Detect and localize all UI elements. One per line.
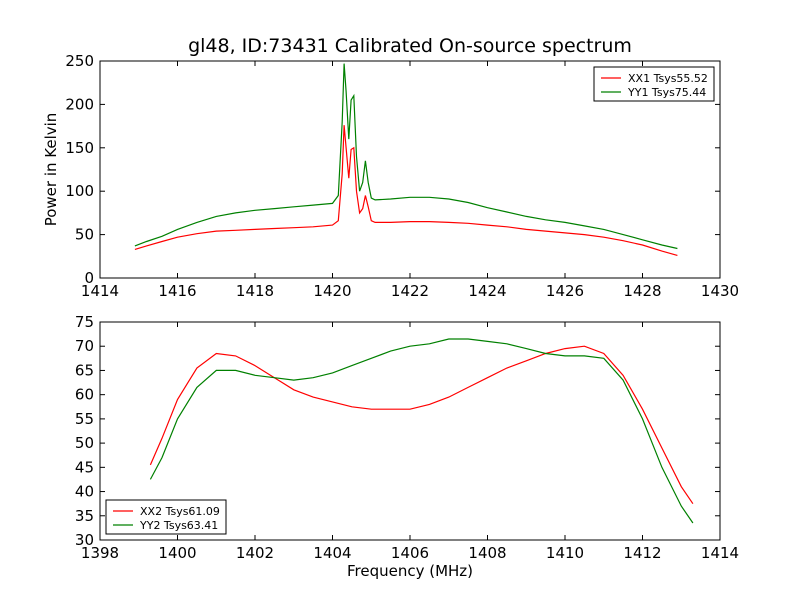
series-line-xx2-tsys61-09 [149,345,694,505]
legend-box [105,499,227,535]
figure-title: gl48, ID:73431 Calibrated On-source spec… [188,35,632,57]
x-tick-label: 1420 [313,282,351,300]
x-tick-label: 1412 [623,544,661,562]
x-tick-label: 1400 [158,544,196,562]
x-tick-label: 1404 [313,544,351,562]
y-tick-label: 40 [75,483,94,501]
series-line-xx1-tsys55-52 [134,125,678,256]
y-tick-label: 200 [65,95,94,113]
y-tick-label: 0 [84,269,94,287]
y-tick-label: 75 [75,313,94,331]
x-tick-label: 1402 [236,544,274,562]
y-tick-label: 45 [75,458,94,476]
y-tick-label: 65 [75,361,94,379]
y-tick-label: 50 [75,434,94,452]
y-tick-label: 50 [75,226,94,244]
legend-entry: YY1 Tsys75.44 [627,86,706,99]
x-tick-label: 1414 [701,544,739,562]
x-tick-label: 1426 [546,282,584,300]
y-axis-label: Power in Kelvin [42,113,60,227]
legend-entry: XX1 Tsys55.52 [628,72,708,85]
x-tick-label: 1414 [81,282,119,300]
x-tick-label: 1408 [468,544,506,562]
y-tick-label: 250 [65,52,94,70]
top-panel: 1414 1416 1418 1420 1422 1424 1426 1428 1430 0 50 1… [42,52,739,300]
x-tick-label: 1398 [81,544,119,562]
x-tick-label: 1416 [158,282,196,300]
x-tick-label: 1422 [391,282,429,300]
legend-entry: YY2 Tsys63.41 [139,519,218,532]
series-line-yy2-tsys63-41 [149,338,694,524]
x-tick-label: 1418 [236,282,274,300]
y-tick-label: 55 [75,410,94,428]
legend-entry: XX2 Tsys61.09 [140,505,220,518]
y-tick-label: 150 [65,139,94,157]
x-tick-label: 1428 [623,282,661,300]
legend-box [593,66,715,102]
x-tick-label: 1424 [468,282,506,300]
x-tick-label: 1410 [546,544,584,562]
y-tick-label: 100 [65,182,94,200]
series-line-yy1-tsys75-44 [134,63,678,250]
x-axis-label: Frequency (MHz) [347,562,473,580]
y-tick-label: 70 [75,337,94,355]
y-tick-label: 35 [75,507,94,525]
y-tick-label: 30 [75,531,94,549]
x-tick-label: 1430 [701,282,739,300]
y-tick-label: 60 [75,386,94,404]
x-tick-label: 1406 [391,544,429,562]
bottom-panel: 1398 1400 1402 1404 1406 1408 1410 1412 1414 30 35… [75,313,739,562]
